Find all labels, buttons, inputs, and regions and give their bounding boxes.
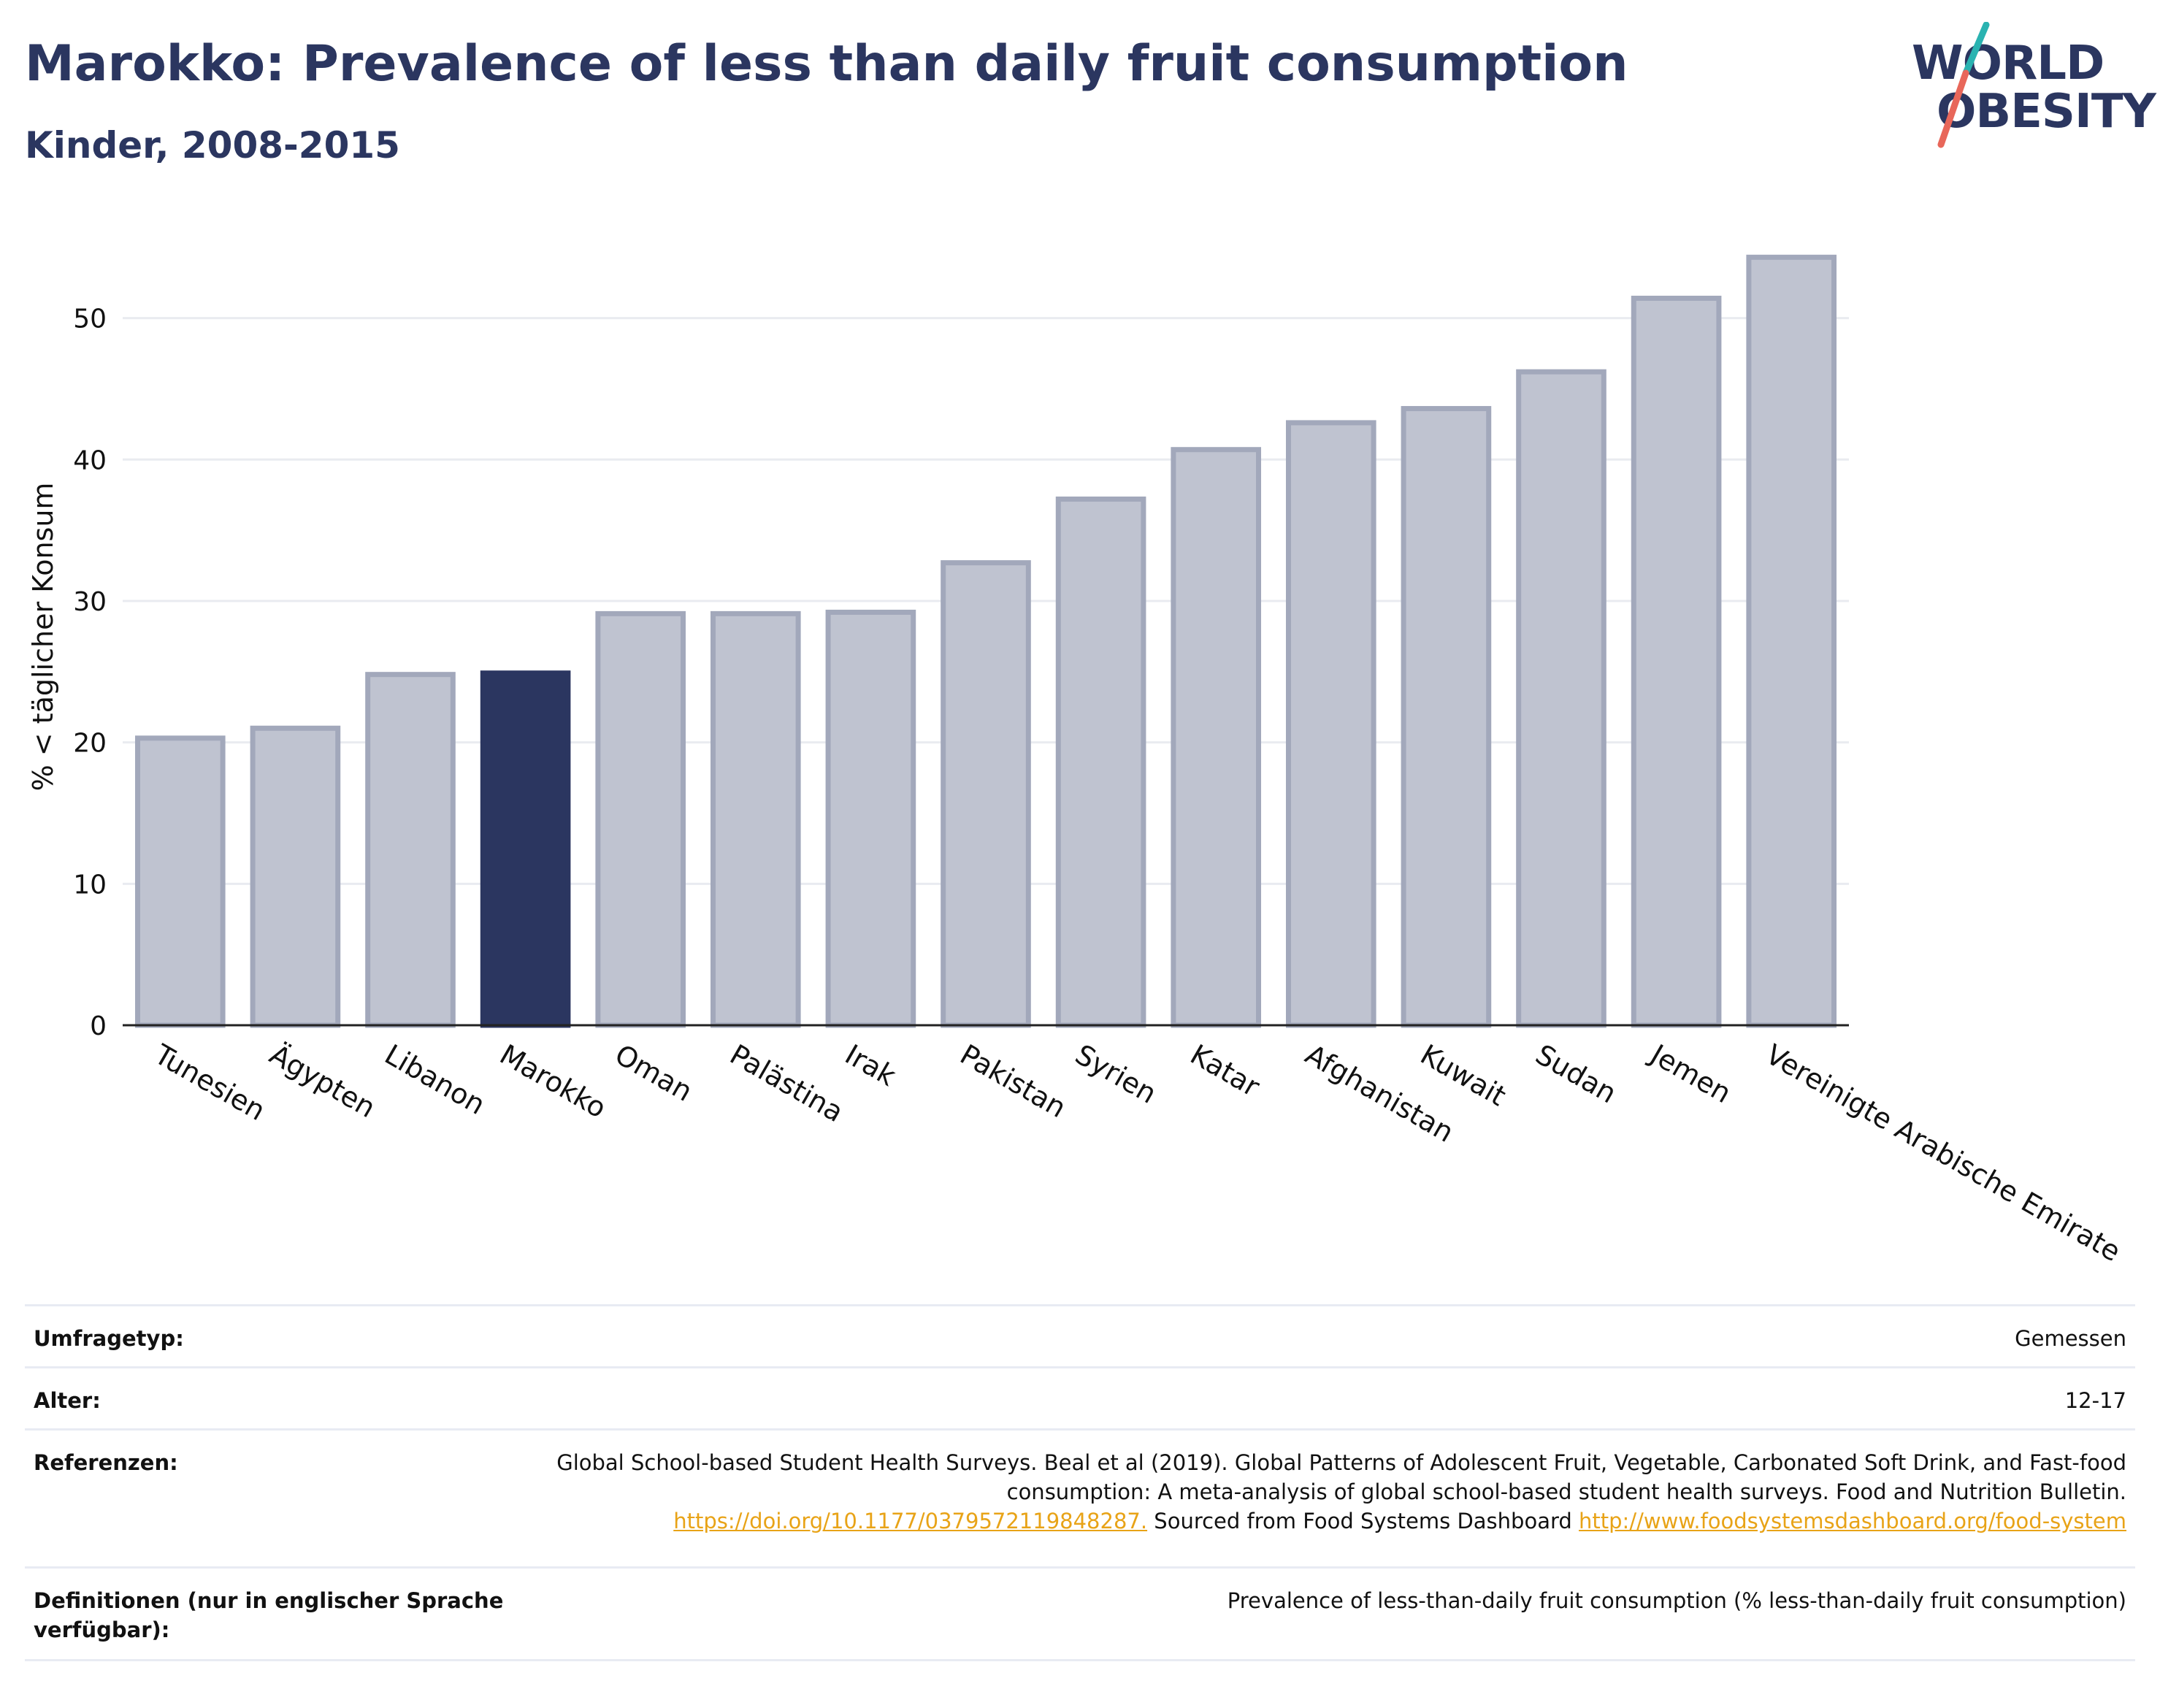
y-tick-label: 30 [73, 587, 107, 617]
bar [365, 672, 456, 1028]
meta-row-age: Alter: 12-17 [25, 1366, 2135, 1428]
bar [1746, 254, 1837, 1028]
x-tick-label: Sudan [1531, 1038, 1623, 1110]
bar [595, 610, 686, 1028]
x-tick-label: Jemen [1644, 1038, 1736, 1110]
x-tick-label: Marokko [494, 1038, 612, 1125]
bar [941, 560, 1031, 1028]
x-tick-label: Pakistan [955, 1038, 1072, 1125]
bar [1285, 420, 1376, 1028]
x-tick-label: Palästina [724, 1038, 849, 1129]
x-tick-label: Katar [1185, 1038, 1265, 1103]
bar [710, 610, 801, 1028]
page-title: Marokko: Prevalence of less than daily f… [25, 35, 1628, 93]
logo-line-1: WORLD [1912, 37, 2105, 91]
meta-row-references: Referenzen: Global School-based Student … [25, 1428, 2135, 1566]
bar [1401, 406, 1492, 1028]
y-tick-label: 20 [73, 729, 107, 759]
x-tick-label: Oman [610, 1038, 698, 1108]
bar [1631, 295, 1722, 1028]
reference-text: Global School-based Student Health Surve… [556, 1450, 2126, 1504]
doi-link[interactable]: https://doi.org/10.1177/0379572119848287… [673, 1509, 1148, 1533]
bar [134, 735, 226, 1028]
meta-key: Referenzen: [34, 1450, 178, 1475]
x-tick-label: Libanon [380, 1038, 491, 1121]
page-subtitle: Kinder, 2008-2015 [25, 124, 400, 166]
bar-highlighted [480, 670, 571, 1028]
x-tick-label: Tunesien [148, 1038, 270, 1127]
y-tick-label: 10 [73, 870, 107, 900]
bar [1171, 447, 1262, 1028]
bar [825, 609, 916, 1028]
x-tick-label: Syrien [1070, 1038, 1162, 1110]
meta-key: Umfragetyp: [34, 1326, 184, 1351]
y-axis-title: % < täglicher Konsum [27, 483, 59, 792]
bar [250, 725, 341, 1028]
food-systems-dashboard-link[interactable]: http://www.foodsystemsdashboard.org/food… [1579, 1509, 2126, 1533]
meta-key: Alter: [34, 1388, 101, 1413]
meta-value: Global School-based Student Health Surve… [535, 1448, 2126, 1536]
bar-chart: 0 10 20 30 40 50 % < täglicher Konsum TunesienÄ… [27, 254, 2126, 1268]
metadata-table: Umfragetyp: Gemessen Alter: 12-17 Refere… [25, 1304, 2135, 1661]
meta-bottom-border [25, 1659, 2135, 1661]
y-tick-label: 50 [73, 305, 107, 334]
meta-value: Prevalence of less-than-daily fruit cons… [1227, 1588, 2126, 1613]
meta-key: Definitionen (nur in englischer Sprache … [34, 1588, 504, 1642]
meta-row-survey-type: Umfragetyp: Gemessen [25, 1304, 2135, 1366]
logo-slash-icon [1937, 22, 1990, 148]
meta-value: Gemessen [2015, 1326, 2126, 1351]
meta-value: 12-17 [2064, 1388, 2126, 1413]
x-tick-label: Irak [840, 1038, 901, 1092]
meta-row-definitions: Definitionen (nur in englischer Sprache … [25, 1566, 2135, 1659]
x-tick-label: Vereinigte Arabische Emirate [1761, 1038, 2126, 1268]
x-tick-label: Kuwait [1415, 1038, 1512, 1113]
x-tick-label: Ägypten [264, 1038, 381, 1125]
world-obesity-logo: WORLD OBESITY [1899, 22, 2156, 153]
y-tick-label: 0 [90, 1011, 107, 1041]
reference-middle-text: Sourced from Food Systems Dashboard [1147, 1509, 1579, 1533]
logo-line-2: OBESITY [1937, 85, 2156, 139]
bar [1055, 496, 1146, 1028]
y-tick-label: 40 [73, 445, 107, 475]
bar [1516, 369, 1606, 1028]
